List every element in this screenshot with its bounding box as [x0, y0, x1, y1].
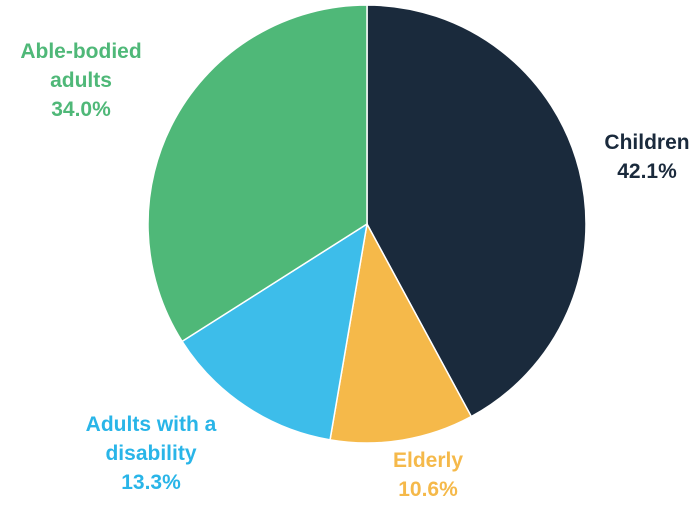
slice-category-text: Elderly: [392, 449, 464, 472]
slice-value-text: 10.6%: [398, 478, 458, 501]
pie-slice-children: [366, 4, 587, 418]
slice-label-adults-with-a-disability: Adults with a disability 13.3%: [86, 410, 217, 497]
pie-slice-adults-with-a-disability: [181, 222, 369, 441]
slice-value-text: 13.3%: [121, 471, 181, 494]
slice-value-text: 42.1%: [617, 160, 677, 183]
slice-value-text: 34.0%: [51, 98, 111, 121]
slice-label-able-bodied-adults: Able-bodied adults 34.0%: [20, 37, 141, 124]
slice-label-elderly: Elderly 10.6%: [393, 446, 463, 504]
slice-category-text: Able-bodied: [20, 40, 142, 63]
slice-category-text: Children: [604, 131, 690, 154]
slice-category-text: Adults with a: [85, 413, 217, 436]
pie-slice-able-bodied-adults: [147, 4, 368, 343]
slice-category-text: adults: [50, 69, 112, 92]
slice-category-text: disability: [105, 442, 197, 465]
pie-slices: [147, 4, 587, 444]
pie-slice-elderly: [329, 221, 473, 444]
slice-label-children: Children 42.1%: [604, 128, 689, 186]
